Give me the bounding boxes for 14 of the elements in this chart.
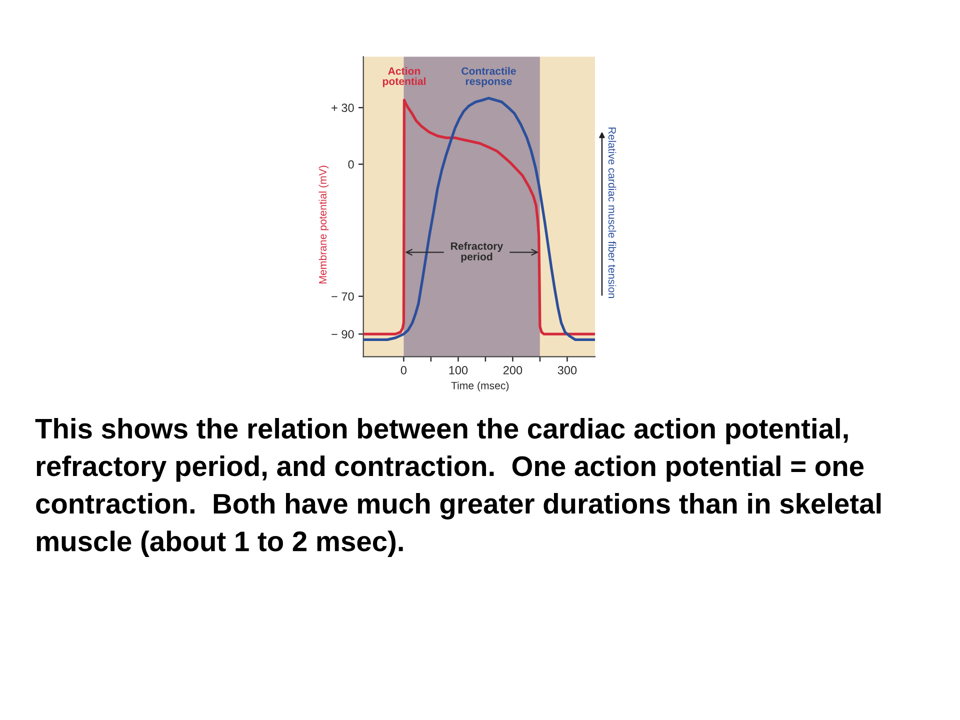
x-tick-label: 0: [400, 366, 407, 374]
x-axis-title: Time (msec): [451, 382, 509, 392]
y-tick-label: − 90: [332, 330, 354, 338]
x-tick-label: 100: [449, 366, 468, 374]
y-tick-label: − 70: [332, 292, 354, 301]
band-label: Refractory period: [451, 242, 504, 262]
y-tick-label: 0: [348, 160, 354, 169]
y-axis-title: Membrane potential (mV): [318, 166, 329, 284]
y-tick-label: + 30: [332, 104, 354, 112]
series-label: Contractile response: [462, 67, 516, 88]
x-tick-label: 300: [558, 366, 577, 374]
text: This shows the relation between the cardiac action potential, refractory period, and contraction. One action potential = one contraction. Both have much greater durations than in skeletal muscle (about 1 to 2 msec).: [35, 418, 881, 557]
x-tick-label: 200: [503, 366, 522, 374]
y2-axis-title: Relative cardiac muscle fiber tension: [608, 128, 616, 298]
